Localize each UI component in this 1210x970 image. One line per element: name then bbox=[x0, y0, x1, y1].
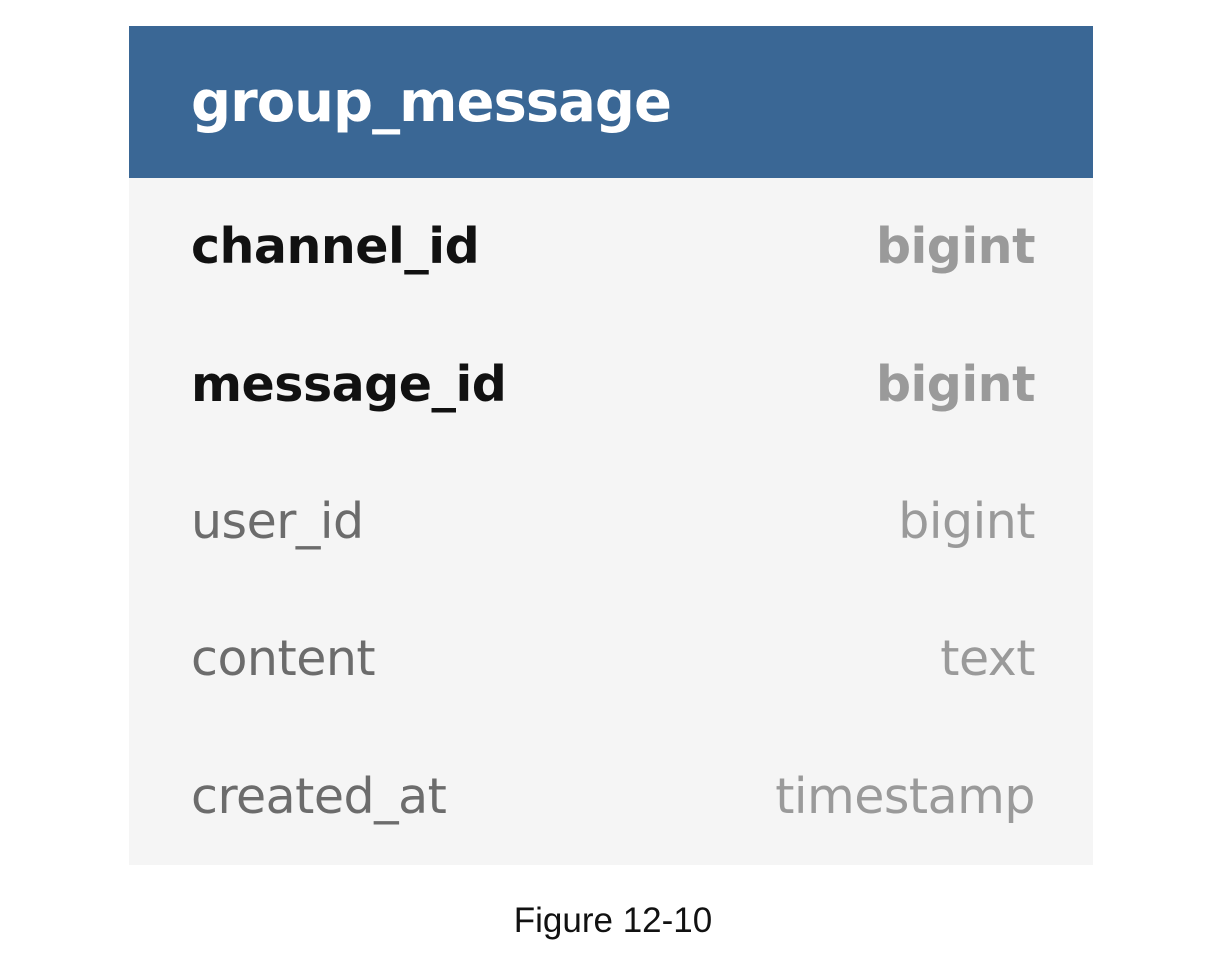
column-type: bigint bbox=[898, 492, 1035, 550]
column-type: bigint bbox=[875, 355, 1036, 413]
column-type: bigint bbox=[875, 218, 1036, 276]
column-row-user-id: user_id bigint bbox=[191, 453, 1035, 590]
figure-caption: Figure 12-10 bbox=[513, 901, 713, 940]
column-name: message_id bbox=[191, 355, 507, 413]
column-name: channel_id bbox=[191, 218, 480, 276]
column-row-created-at: created_at timestamp bbox=[191, 728, 1035, 865]
column-type: text bbox=[940, 630, 1035, 688]
table-name: group_message bbox=[191, 69, 672, 135]
schema-table: group_message channel_id bigint message_… bbox=[129, 26, 1093, 865]
column-name: content bbox=[191, 630, 376, 688]
column-row-channel-id: channel_id bigint bbox=[191, 178, 1036, 315]
table-columns: channel_id bigint message_id bigint user… bbox=[129, 178, 1093, 865]
column-row-message-id: message_id bigint bbox=[191, 315, 1036, 452]
column-name: created_at bbox=[191, 767, 447, 825]
table-header: group_message bbox=[129, 26, 1093, 178]
column-type: timestamp bbox=[775, 767, 1035, 825]
column-name: user_id bbox=[191, 492, 364, 550]
column-row-content: content text bbox=[191, 590, 1035, 727]
